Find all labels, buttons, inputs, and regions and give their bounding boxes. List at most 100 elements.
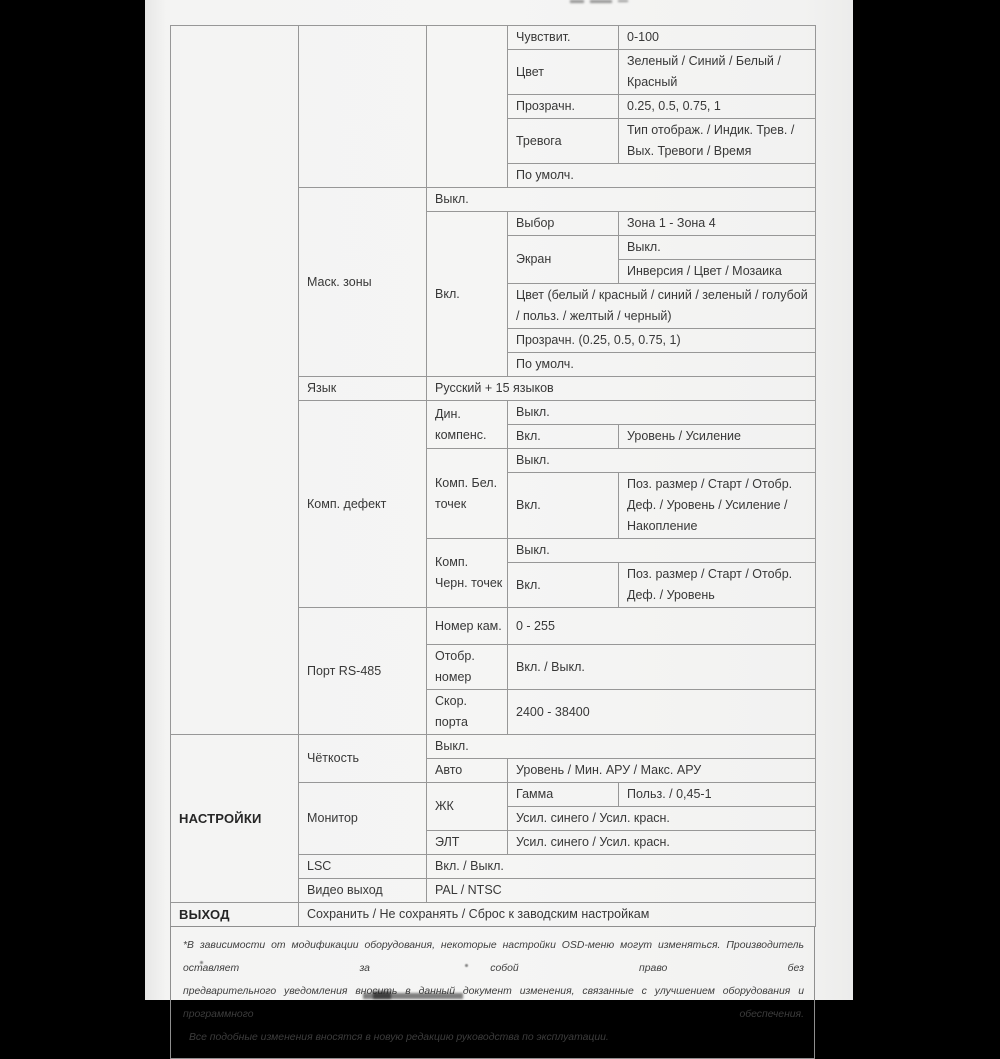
monitor-lcd-label: ЖК xyxy=(426,782,508,831)
scan-speck xyxy=(200,961,203,964)
language-label: Язык xyxy=(298,376,427,401)
table-row: Отобр. номер Вкл. / Выкл. xyxy=(171,644,816,690)
table-row: Цвет (белый / красный / синий / зеленый … xyxy=(171,283,816,329)
page-header-remnant xyxy=(618,0,628,2)
baud-rate-label: Скор. порта xyxy=(426,689,508,735)
table-row: НАСТРОЙКИ Чёткость Выкл. xyxy=(170,734,816,903)
table-row: Видео выход PAL / NTSC xyxy=(171,878,816,903)
lsc-label: LSC xyxy=(298,854,427,879)
table-row: Прозрачн. 0.25, 0.5, 0.75, 1 xyxy=(171,94,816,119)
white-dot-comp-label: Комп. Бел. точек xyxy=(426,448,508,539)
dyn-comp-label: Дин. компенс. xyxy=(426,400,508,449)
alarm-value: Тип отображ. / Индик. Трев. / Вых. Трево… xyxy=(618,118,816,164)
table-row: Авто Уровень / Мин. АРУ / Макс. АРУ xyxy=(171,758,816,783)
sensitivity-label: Чувствит. xyxy=(507,25,619,50)
mask-screen-label: Экран xyxy=(507,235,619,284)
show-number-value: Вкл. / Выкл. xyxy=(507,644,816,690)
footnote-box: *В зависимости от модификации оборудован… xyxy=(170,926,815,1059)
mask-default-label: По умолч. xyxy=(507,352,816,377)
mask-off-value: Выкл. xyxy=(426,187,816,212)
white-dot-comp-off: Выкл. xyxy=(507,448,816,473)
table-row: Экран Выкл. xyxy=(171,235,816,284)
page-header-remnant xyxy=(570,0,584,3)
white-dot-comp-on: Вкл. xyxy=(507,472,619,539)
footnote-line: предварительного уведомления вносить в д… xyxy=(183,986,804,1020)
mask-color-span: Цвет (белый / красный / синий / зеленый … xyxy=(507,283,816,329)
sharpness-auto: Авто xyxy=(426,758,508,783)
defect-comp-label: Комп. дефект xyxy=(298,400,427,608)
monitor-label: Монитор xyxy=(298,782,427,855)
white-dot-comp-on-value: Поз. размер / Старт / Отобр. Деф. / Уров… xyxy=(618,472,816,539)
dyn-comp-off: Выкл. xyxy=(507,400,816,425)
table-row: По умолч. xyxy=(171,352,816,377)
black-dot-comp-on: Вкл. xyxy=(507,562,619,608)
table-row: Комп. Бел. точек Выкл. xyxy=(171,448,816,539)
table-row: Комп. дефект Дин. компенс. Выкл. xyxy=(171,400,816,608)
black-dot-comp-off: Выкл. xyxy=(507,538,816,563)
table-row: Вкл. Уровень / Усиление xyxy=(171,424,816,449)
paper-sheet: Чувствит. 0-100 Цвет Зеленый / Синий / Б… xyxy=(145,0,853,1059)
exit-section-label: ВЫХОД xyxy=(170,902,299,927)
mask-select-value: Зона 1 - Зона 4 xyxy=(618,211,816,236)
table-row: Вкл. Поз. размер / Старт / Отобр. Деф. /… xyxy=(171,562,816,608)
sensitivity-value: 0-100 xyxy=(618,25,816,50)
gamma-value: Польз. / 0,45-1 xyxy=(618,782,816,807)
baud-rate-value: 2400 - 38400 xyxy=(507,689,816,735)
crt-gain-value: Усил. синего / Усил. красн. xyxy=(507,830,816,855)
cam-number-value: 0 - 255 xyxy=(507,607,816,645)
color-label: Цвет xyxy=(507,49,619,95)
dyn-comp-on: Вкл. xyxy=(507,424,619,449)
scan-smudge xyxy=(363,993,463,999)
lsc-value: Вкл. / Выкл. xyxy=(426,854,816,879)
table-row: Цвет Зеленый / Синий / Белый / Красный xyxy=(171,49,816,95)
mask-select-label: Выбор xyxy=(507,211,619,236)
mask-zones-label: Маск. зоны xyxy=(298,187,427,377)
language-value: Русский + 15 языков xyxy=(426,376,816,401)
page-header-remnant xyxy=(590,0,612,3)
mask-screen-off: Выкл. xyxy=(618,235,816,260)
table-row: Вкл. Поз. размер / Старт / Отобр. Деф. /… xyxy=(171,472,816,539)
osd-menu-table: Чувствит. 0-100 Цвет Зеленый / Синий / Б… xyxy=(170,25,816,927)
footnote-line: *В зависимости от модификации оборудован… xyxy=(183,940,804,974)
mask-on-label: Вкл. xyxy=(426,211,508,377)
table-row: Чувствит. 0-100 xyxy=(170,25,816,735)
footnote-line: Все подобные изменения вносятся в новую … xyxy=(189,1032,609,1043)
video-out-label: Видео выход xyxy=(298,878,427,903)
transparency-value: 0.25, 0.5, 0.75, 1 xyxy=(618,94,816,119)
exit-value: Сохранить / Не сохранять / Сброс к завод… xyxy=(298,902,816,927)
table-row: Язык Русский + 15 языков xyxy=(171,376,816,401)
mask-transparency-span: Прозрачн. (0.25, 0.5, 0.75, 1) xyxy=(507,328,816,353)
default-label: По умолч. xyxy=(507,163,816,188)
monitor-crt-label: ЭЛТ xyxy=(426,830,508,855)
lcd-gain-value: Усил. синего / Усил. красн. xyxy=(507,806,816,831)
table-row: Тревога Тип отображ. / Индик. Трев. / Вы… xyxy=(171,118,816,164)
table-row: ВЫХОД Сохранить / Не сохранять / Сброс к… xyxy=(170,902,816,927)
sharpness-label: Чёткость xyxy=(298,734,427,783)
table-row: Монитор ЖК Гамма Польз. / 0,45-1 xyxy=(171,782,816,855)
cam-number-label: Номер кам. xyxy=(426,607,508,645)
color-value: Зеленый / Синий / Белый / Красный xyxy=(618,49,816,95)
sharpness-auto-value: Уровень / Мин. АРУ / Макс. АРУ xyxy=(507,758,816,783)
settings-section-label: НАСТРОЙКИ xyxy=(170,734,299,903)
state-empty-cell xyxy=(426,25,508,188)
scan-smudge xyxy=(373,991,391,999)
group-empty-cell xyxy=(298,25,427,188)
alarm-label: Тревога xyxy=(507,118,619,164)
osd-menu-document: Чувствит. 0-100 Цвет Зеленый / Синий / Б… xyxy=(170,25,816,1059)
sharpness-off: Выкл. xyxy=(426,734,816,759)
scan-speck xyxy=(465,964,468,967)
video-out-value: PAL / NTSC xyxy=(426,878,816,903)
scanned-page-photo: { "table": { "prev": { "rows": [ {"label… xyxy=(145,0,853,1059)
black-dot-comp-label: Комп. Черн. точек xyxy=(426,538,508,608)
table-row: Маск. зоны Выкл. xyxy=(171,187,816,377)
black-dot-comp-on-value: Поз. размер / Старт / Отобр. Деф. / Уров… xyxy=(618,562,816,608)
table-row: Порт RS-485 Номер кам. 0 - 255 xyxy=(171,607,816,735)
transparency-label: Прозрачн. xyxy=(507,94,619,119)
outer-section-empty-cell xyxy=(170,25,299,735)
table-row: Усил. синего / Усил. красн. xyxy=(171,806,816,831)
dyn-comp-on-value: Уровень / Усиление xyxy=(618,424,816,449)
mask-screen-modes: Инверсия / Цвет / Мозаика xyxy=(618,259,816,284)
table-row: Прозрачн. (0.25, 0.5, 0.75, 1) xyxy=(171,328,816,353)
show-number-label: Отобр. номер xyxy=(426,644,508,690)
gamma-label: Гамма xyxy=(507,782,619,807)
